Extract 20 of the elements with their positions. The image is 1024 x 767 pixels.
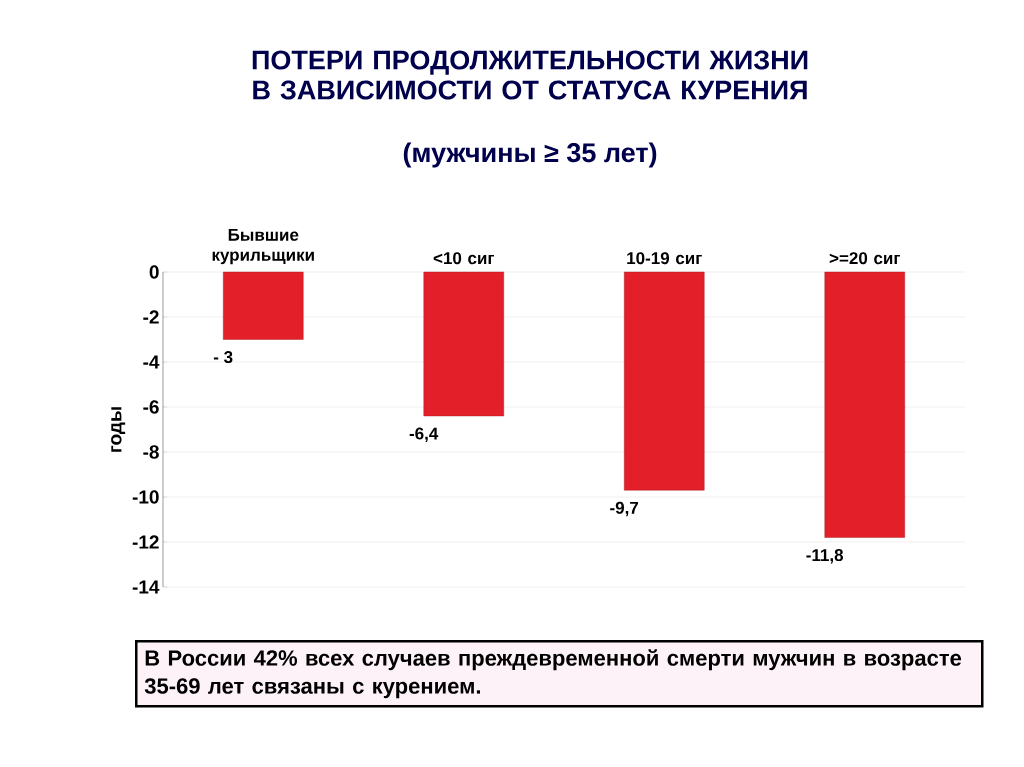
data-label: - 3 xyxy=(213,351,233,364)
text: В России 42% всех случаев преждевременной смерти мужчин в возрасте 35-69 лет связаны с курением. xyxy=(144,649,962,699)
x-tick-label: 10-19 сиг xyxy=(627,252,702,265)
y-tick-label: -4 xyxy=(143,355,160,369)
y-tick-label: 0 xyxy=(149,265,159,279)
x-tick-label: >=20 сиг xyxy=(829,252,900,265)
chart-title: ПОТЕРИ ПРОДОЛЖИТЕЛЬНОСТИ ЖИЗНИ В ЗАВИСИМОСТИ ОТ СТАТУСА КУРЕНИЯ xyxy=(252,50,808,100)
data-label: -9,7 xyxy=(610,501,639,517)
chart-subtitle: (мужчины ≥ 35 лет) xyxy=(403,142,657,168)
y-axis-title: годы xyxy=(111,407,126,452)
data-label: -11,8 xyxy=(806,549,844,564)
y-tick-label: -2 xyxy=(143,310,159,324)
x-tick-label: <10 сиг xyxy=(433,252,495,265)
data-label: -6,4 xyxy=(409,427,439,443)
y-tick-label: -14 xyxy=(132,580,160,594)
y-tick-label: -6 xyxy=(143,400,159,414)
x-tick-label: Бывшие курильщики xyxy=(212,228,314,265)
y-tick-label: -12 xyxy=(132,535,159,549)
y-tick-label: -10 xyxy=(132,490,159,504)
y-tick-label: -8 xyxy=(143,445,159,459)
